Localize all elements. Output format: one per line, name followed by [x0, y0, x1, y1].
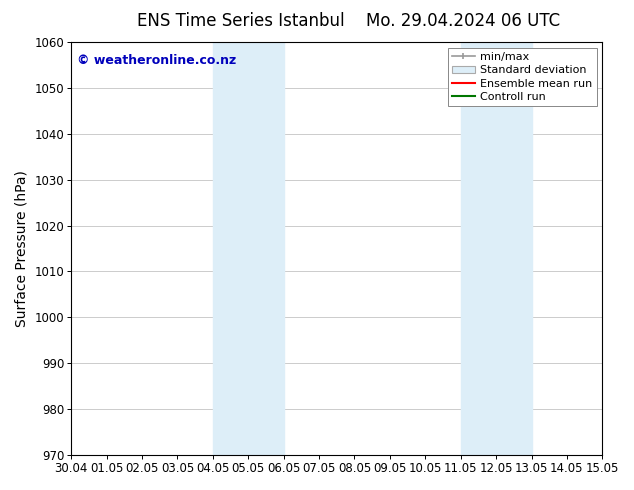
Legend: min/max, Standard deviation, Ensemble mean run, Controll run: min/max, Standard deviation, Ensemble me…	[448, 48, 597, 106]
Text: © weatheronline.co.nz: © weatheronline.co.nz	[77, 54, 236, 68]
Bar	[213, 42, 283, 455]
Y-axis label: Surface Pressure (hPa): Surface Pressure (hPa)	[15, 170, 29, 327]
Text: ENS Time Series Istanbul: ENS Time Series Istanbul	[137, 12, 345, 30]
Text: Mo. 29.04.2024 06 UTC: Mo. 29.04.2024 06 UTC	[366, 12, 560, 30]
Bar	[461, 42, 531, 455]
